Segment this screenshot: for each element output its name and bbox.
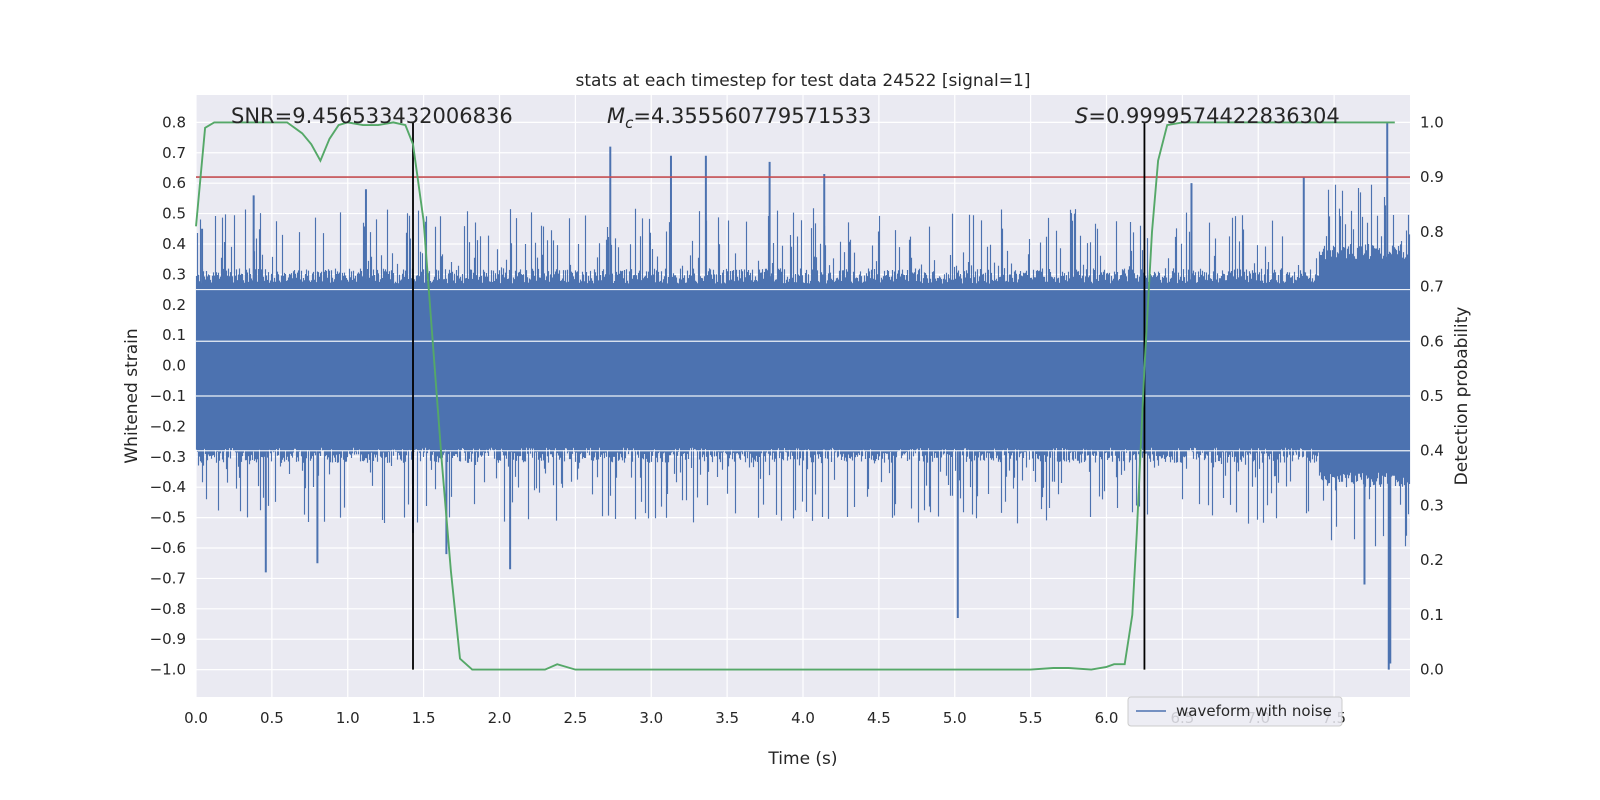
- legend-label: waveform with noise: [1176, 702, 1332, 720]
- y-left-tick-label: 0.4: [162, 235, 186, 253]
- x-tick-label: 3.5: [715, 709, 739, 727]
- x-tick-label: 6.0: [1095, 709, 1119, 727]
- y-left-tick-label: −0.6: [150, 539, 186, 557]
- y-right-tick-label: 1.0: [1420, 113, 1444, 131]
- snr-annotation: SNR=9.456533432006836: [231, 104, 513, 128]
- legend: waveform with noise: [1127, 696, 1343, 727]
- x-tick-label: 5.5: [1019, 709, 1043, 727]
- x-tick-label: 1.5: [412, 709, 436, 727]
- x-tick-label: 2.0: [488, 709, 512, 727]
- tick-labels: 0.00.51.01.52.02.53.03.54.04.55.05.56.06…: [150, 113, 1444, 727]
- y-axis-label-right: Detection probability: [1452, 307, 1472, 486]
- y-right-tick-label: 0.5: [1420, 387, 1444, 405]
- y-right-tick-label: 0.7: [1420, 278, 1444, 296]
- s-value: =0.9999574422836304: [1088, 104, 1339, 128]
- mc-subscript: c: [625, 114, 634, 132]
- x-tick-label: 4.0: [791, 709, 815, 727]
- y-left-tick-label: 0.3: [162, 265, 186, 283]
- y-left-tick-label: −0.3: [150, 448, 186, 466]
- y-right-tick-label: 0.1: [1420, 606, 1444, 624]
- x-tick-label: 0.5: [260, 709, 284, 727]
- y-right-tick-label: 0.3: [1420, 496, 1444, 514]
- waveform-noise: [195, 184, 1411, 547]
- x-tick-label: 5.0: [943, 709, 967, 727]
- y-left-tick-label: 0.5: [162, 205, 186, 223]
- mc-value: =4.355560779571533: [633, 104, 871, 128]
- x-tick-label: 3.0: [639, 709, 663, 727]
- overlay-layer: [195, 121, 1410, 671]
- y-right-tick-label: 0.2: [1420, 551, 1444, 569]
- y-left-tick-label: −1.0: [150, 661, 186, 679]
- mc-symbol: M: [607, 104, 625, 128]
- y-left-tick-label: −0.2: [150, 417, 186, 435]
- y-left-tick-label: −0.4: [150, 478, 186, 496]
- probability-line: [195, 121, 1395, 671]
- y-left-tick-label: 0.1: [162, 326, 186, 344]
- y-left-tick-label: 0.7: [162, 144, 186, 162]
- y-left-tick-label: −0.9: [150, 630, 186, 648]
- y-left-tick-label: 0.8: [162, 113, 186, 131]
- y-right-tick-label: 0.9: [1420, 168, 1444, 186]
- y-left-tick-label: −0.8: [150, 600, 186, 618]
- y-left-tick-label: −0.1: [150, 387, 186, 405]
- x-tick-label: 2.5: [563, 709, 587, 727]
- y-left-tick-label: −0.5: [150, 509, 186, 527]
- y-left-tick-label: −0.7: [150, 569, 186, 587]
- y-right-tick-label: 0.0: [1420, 661, 1444, 679]
- y-axis-label-left: Whitened strain: [122, 328, 142, 463]
- y-left-tick-label: 0.6: [162, 174, 186, 192]
- x-tick-label: 4.5: [867, 709, 891, 727]
- y-right-tick-label: 0.6: [1420, 332, 1444, 350]
- s-symbol: S: [1075, 104, 1088, 128]
- chirp-mass-annotation: Mc=4.355560779571533: [607, 104, 871, 132]
- y-right-tick-label: 0.4: [1420, 442, 1444, 460]
- score-annotation: S=0.9999574422836304: [1075, 104, 1340, 128]
- y-left-tick-label: 0.2: [162, 296, 186, 314]
- y-left-tick-label: 0.0: [162, 357, 186, 375]
- x-axis-label: Time (s): [767, 749, 837, 769]
- y-right-tick-label: 0.8: [1420, 223, 1444, 241]
- legend-box: [1127, 696, 1343, 727]
- x-tick-label: 0.0: [184, 709, 208, 727]
- x-tick-label: 1.0: [336, 709, 360, 727]
- chart-title: stats at each timestep for test data 245…: [576, 71, 1031, 91]
